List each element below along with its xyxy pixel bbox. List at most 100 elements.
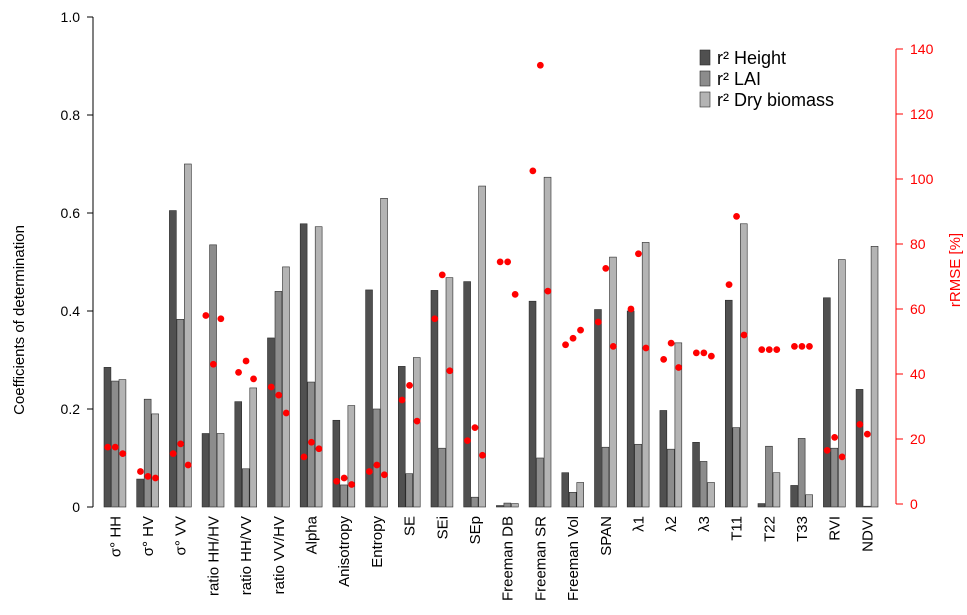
- bar: [830, 447, 839, 508]
- left-tick-label: 0.6: [61, 205, 81, 221]
- category-label: ratio HH/VV: [238, 516, 255, 595]
- bar: [249, 387, 258, 508]
- rrmse-point: [594, 318, 602, 326]
- y-axis-title: Coefficients of determination: [11, 225, 28, 415]
- y2-axis-title: rRMSE [%]: [947, 233, 964, 307]
- rrmse-point: [242, 357, 250, 365]
- bar: [136, 478, 144, 508]
- bar: [267, 337, 275, 508]
- category-label: σ° VV: [173, 516, 190, 555]
- rrmse-point: [642, 344, 650, 352]
- bar: [438, 447, 446, 508]
- left-tick-label: 0: [72, 499, 80, 515]
- rrmse-point: [315, 445, 323, 453]
- bar: [609, 256, 617, 508]
- category-label: σ° HV: [140, 516, 157, 556]
- category-label: ratio HH/HV: [205, 516, 222, 596]
- rrmse-point: [333, 477, 341, 485]
- category-label: SEp: [467, 516, 484, 544]
- rrmse-point: [791, 342, 798, 350]
- bar: [143, 398, 152, 508]
- bar: [692, 442, 700, 508]
- rrmse-point: [667, 339, 675, 347]
- category-label: SE: [402, 516, 419, 536]
- rrmse-point: [504, 258, 512, 266]
- left-axis: 0 0.2 0.4 0.6 0.8 1.0: [61, 9, 94, 515]
- rrmse-point: [209, 360, 217, 368]
- bar: [169, 210, 177, 508]
- rrmse-point: [692, 349, 700, 357]
- bar: [201, 433, 210, 508]
- bar: [151, 413, 159, 508]
- bar: [209, 244, 217, 508]
- bar: [543, 176, 552, 508]
- legend-label: r² Dry biomass: [717, 90, 834, 110]
- rrmse-point: [700, 349, 708, 357]
- rrmse-point: [398, 396, 406, 404]
- rrmse-point: [152, 474, 159, 482]
- right-tick-label: 100: [910, 171, 934, 187]
- rrmse-point: [267, 383, 275, 391]
- rrmse-point: [300, 453, 308, 461]
- rrmse-point: [235, 368, 242, 376]
- rrmse-point: [806, 342, 813, 350]
- bar: [805, 494, 813, 508]
- rrmse-point: [177, 440, 185, 448]
- rrmse-point: [373, 461, 381, 469]
- rrmse-point: [758, 346, 766, 354]
- bar: [397, 366, 406, 508]
- right-tick-label: 20: [910, 431, 926, 447]
- bar: [282, 266, 290, 508]
- bar: [103, 367, 112, 508]
- category-label: RVI: [827, 516, 844, 541]
- rrmse-point: [348, 481, 356, 488]
- bar: [634, 443, 642, 508]
- bar: [724, 299, 733, 508]
- rrmse-point: [773, 346, 781, 354]
- category-label: Freeman DB: [500, 516, 517, 601]
- rrmse-point: [627, 305, 635, 313]
- rrmse-point: [365, 468, 373, 475]
- rrmse-point: [725, 281, 733, 289]
- rrmse-point: [413, 417, 421, 425]
- category-label: λ2: [663, 516, 680, 532]
- category-label: Alpha: [303, 515, 320, 554]
- bar: [478, 185, 486, 508]
- rrmse-point: [609, 342, 617, 350]
- rrmse-point: [602, 264, 610, 272]
- rrmse-point: [823, 446, 831, 454]
- bar: [667, 448, 675, 508]
- right-tick-label: 140: [910, 41, 934, 57]
- bar: [739, 223, 748, 508]
- bar: [855, 389, 864, 508]
- legend-swatch: [699, 91, 711, 108]
- rrmse-point: [733, 212, 740, 220]
- bar: [445, 277, 454, 508]
- bar: [790, 485, 798, 508]
- rrmse-point: [184, 461, 192, 469]
- bar: [626, 310, 635, 508]
- bar: [412, 357, 421, 508]
- bar: [242, 468, 250, 508]
- category-label: Entropy: [369, 516, 386, 568]
- rrmse-point: [856, 420, 864, 428]
- rrmse-point: [529, 167, 537, 175]
- rrmse-point: [838, 453, 846, 461]
- left-tick-label: 0.4: [61, 303, 81, 319]
- category-label: Freeman Vol: [565, 516, 582, 601]
- bar: [380, 198, 388, 508]
- rrmse-point: [562, 341, 569, 349]
- bar: [601, 446, 610, 508]
- bar: [332, 419, 341, 508]
- rrmse-point: [675, 364, 683, 371]
- rrmse-point: [464, 437, 471, 445]
- bar: [299, 223, 308, 508]
- category-labels: σ° HH σ° HV σ° VV ratio HH/HV ratio HH/VV rat…: [107, 515, 876, 601]
- category-label: NDVI: [859, 516, 876, 552]
- rrmse-point: [471, 424, 479, 432]
- rrmse-point: [831, 433, 839, 441]
- bar: [732, 427, 740, 508]
- bar: [347, 405, 356, 508]
- rrmse-point: [169, 450, 177, 458]
